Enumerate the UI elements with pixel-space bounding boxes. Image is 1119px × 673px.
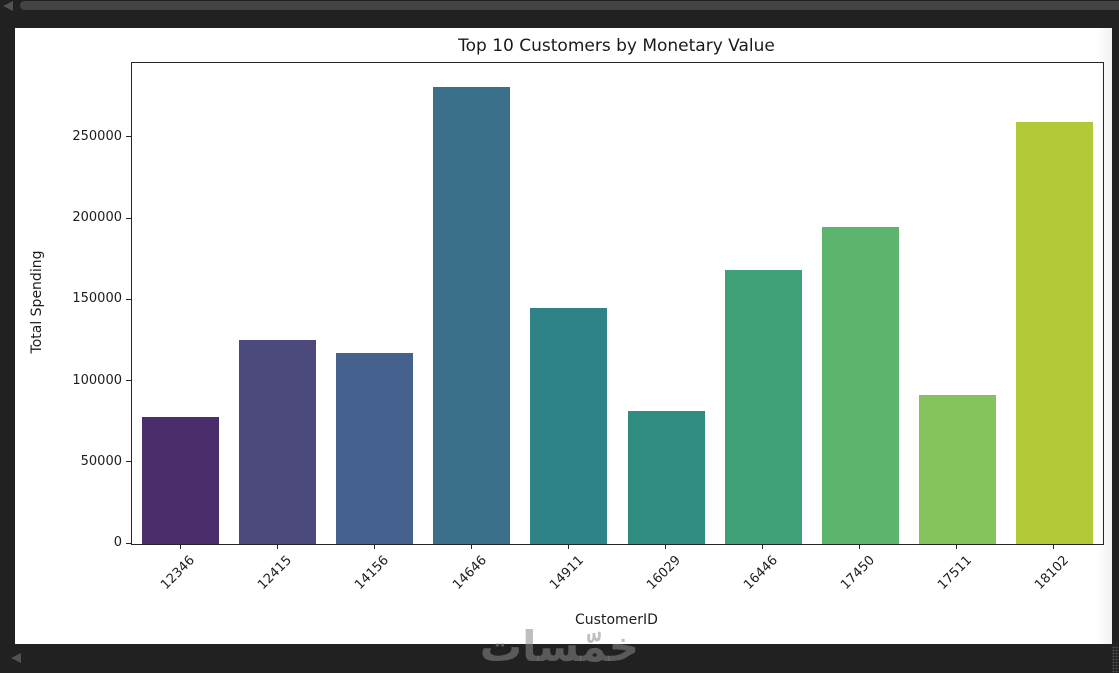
x-tick-label: 14156 — [352, 553, 393, 593]
y-tick-label: 150000 — [72, 291, 122, 307]
x-tick-mark — [665, 544, 667, 549]
x-tick-mark — [762, 544, 764, 549]
bar-14646 — [433, 87, 511, 544]
bar-14156 — [336, 352, 414, 544]
bar-14911 — [530, 308, 608, 544]
x-axis-label: CustomerID — [575, 612, 658, 628]
x-tick-label: 18102 — [1032, 553, 1073, 593]
figure-edge-shade — [1096, 28, 1112, 644]
bar-17450 — [821, 226, 899, 544]
x-tick-label: 17511 — [935, 553, 975, 593]
y-tick-label: 250000 — [72, 128, 122, 144]
watermark: خمّسات — [479, 622, 640, 671]
chart-figure: Top 10 Customers by Monetary Value Custo… — [15, 28, 1112, 644]
bar-16446 — [724, 269, 802, 544]
x-tick-label: 14911 — [546, 553, 587, 593]
x-tick-label: 16029 — [643, 553, 684, 593]
y-tick-mark — [126, 542, 131, 544]
bar-16029 — [627, 411, 705, 544]
bar-17511 — [918, 394, 996, 544]
x-tick-mark — [1053, 544, 1055, 549]
x-tick-label: 12346 — [158, 553, 199, 593]
x-tick-label: 14646 — [449, 553, 490, 593]
triangle-left-icon[interactable] — [11, 653, 21, 663]
x-tick-label: 12415 — [255, 553, 296, 593]
bar-12346 — [142, 417, 220, 544]
triangle-left-icon[interactable] — [3, 1, 13, 11]
y-tick-mark — [126, 298, 131, 300]
y-tick-mark — [126, 461, 131, 463]
y-tick-label: 100000 — [72, 372, 122, 388]
bar-12415 — [239, 340, 317, 544]
x-tick-mark — [470, 544, 472, 549]
plot-area — [131, 62, 1104, 545]
texture-strip — [1112, 646, 1119, 673]
bar-18102 — [1015, 121, 1093, 544]
chart-title: Top 10 Customers by Monetary Value — [458, 36, 775, 56]
x-tick-mark — [567, 544, 569, 549]
x-tick-mark — [373, 544, 375, 549]
y-tick-label: 0 — [113, 535, 122, 550]
y-tick-label: 200000 — [72, 210, 122, 225]
y-tick-label: 50000 — [80, 453, 122, 469]
x-tick-label: 17450 — [838, 553, 878, 593]
x-tick-label: 16446 — [740, 553, 781, 593]
x-tick-mark — [859, 544, 861, 549]
player-progress-bar[interactable] — [20, 1, 1119, 10]
x-tick-mark — [179, 544, 181, 549]
x-tick-mark — [276, 544, 278, 549]
y-tick-mark — [126, 380, 131, 381]
y-tick-mark — [126, 136, 131, 138]
y-tick-mark — [126, 217, 131, 219]
x-tick-mark — [956, 544, 958, 549]
